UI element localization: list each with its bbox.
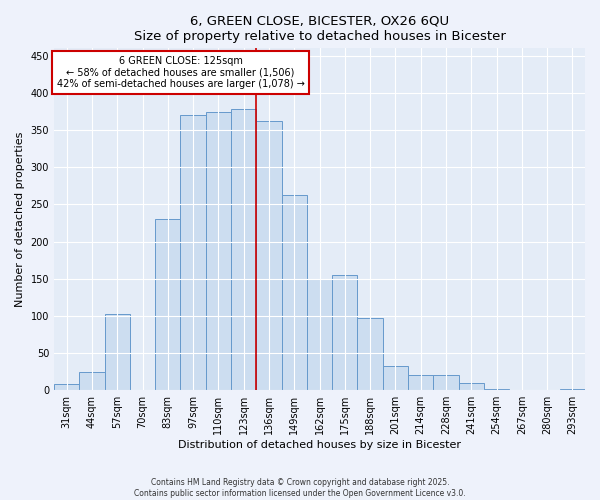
Bar [433,374,458,390]
Bar [54,384,79,390]
Text: Contains HM Land Registry data © Crown copyright and database right 2025.
Contai: Contains HM Land Registry data © Crown c… [134,478,466,498]
Bar [458,383,484,390]
Bar [332,275,358,390]
Bar [281,194,307,390]
Bar [256,121,281,390]
Bar [231,110,256,390]
Bar [383,366,408,390]
Bar [484,388,509,390]
Y-axis label: Number of detached properties: Number of detached properties [15,132,25,307]
Bar [181,115,206,390]
Bar [408,374,433,390]
Bar [307,278,332,390]
Bar [155,220,181,390]
X-axis label: Distribution of detached houses by size in Bicester: Distribution of detached houses by size … [178,440,461,450]
Title: 6, GREEN CLOSE, BICESTER, OX26 6QU
Size of property relative to detached houses : 6, GREEN CLOSE, BICESTER, OX26 6QU Size … [134,15,505,43]
Bar [79,372,104,390]
Text: 6 GREEN CLOSE: 125sqm
← 58% of detached houses are smaller (1,506)
42% of semi-d: 6 GREEN CLOSE: 125sqm ← 58% of detached … [56,56,304,89]
Bar [206,112,231,390]
Bar [358,318,383,390]
Bar [104,314,130,390]
